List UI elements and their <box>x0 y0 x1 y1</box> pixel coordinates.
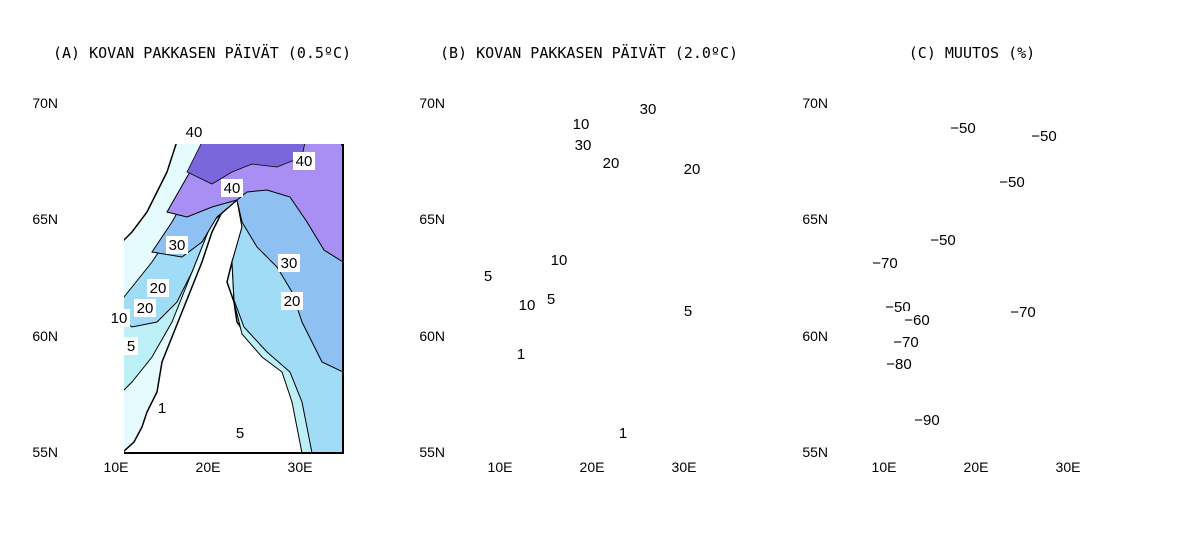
contour-label: 1 <box>619 425 627 442</box>
x-tick-label: 20E <box>964 459 989 475</box>
contour-label: 10 <box>519 297 536 314</box>
panel-a: (A) KOVAN PAKKASEN PÄIVÄT (0.5ºC) 40 40 … <box>32 43 351 475</box>
panel-c-title: (C) MUUTOS (%) <box>909 44 1035 62</box>
y-tick-label: 65N <box>802 211 828 227</box>
contour-label: 5 <box>127 338 135 355</box>
contour-label: −70 <box>893 334 918 351</box>
panel-b-title: (B) KOVAN PAKKASEN PÄIVÄT (2.0ºC) <box>440 43 738 62</box>
contour-label: 1 <box>517 346 525 363</box>
y-tick-label: 55N <box>419 444 445 460</box>
x-tick-label: 10E <box>488 459 513 475</box>
x-tick-label: 20E <box>196 459 221 475</box>
panel-a-axes: 70N 65N 60N 55N 10E 20E 30E <box>32 95 312 475</box>
contour-label: −50 <box>999 174 1024 191</box>
x-tick-label: 10E <box>104 459 129 475</box>
contour-label: 20 <box>284 293 301 310</box>
contour-label: 20 <box>603 155 620 172</box>
contour-label: 20 <box>150 280 167 297</box>
contour-label: 30 <box>169 237 186 254</box>
contour-label: 5 <box>484 268 492 285</box>
contour-label: −70 <box>1010 304 1035 321</box>
x-tick-label: 20E <box>580 459 605 475</box>
y-tick-label: 60N <box>32 328 58 344</box>
panel-c-contour-labels: −50 −50 −50 −50 −70 −50 −60 −70 −70 −80 … <box>868 119 1061 429</box>
contour-label: 40 <box>186 124 203 141</box>
contour-label: −50 <box>1031 128 1056 145</box>
contour-label: 1 <box>158 400 166 417</box>
x-tick-label: 10E <box>872 459 897 475</box>
y-tick-label: 70N <box>419 95 445 111</box>
contour-label: 30 <box>640 101 657 118</box>
contour-label: −80 <box>886 356 911 373</box>
contour-label: 5 <box>236 425 244 442</box>
x-tick-label: 30E <box>1056 459 1081 475</box>
panel-b-axes: 70N 65N 60N 55N 10E 20E 30E <box>419 95 696 475</box>
y-tick-label: 55N <box>32 444 58 460</box>
x-tick-label: 30E <box>288 459 313 475</box>
contour-label: −50 <box>950 120 975 137</box>
contour-label: 10 <box>551 252 568 269</box>
y-tick-label: 60N <box>419 328 445 344</box>
panel-c: (C) MUUTOS (%) −50 −50 −50 −50 −70 −50 −… <box>802 44 1080 475</box>
contour-label: 10 <box>573 116 590 133</box>
y-tick-label: 60N <box>802 328 828 344</box>
contour-label: 30 <box>281 255 298 272</box>
y-tick-label: 65N <box>32 211 58 227</box>
contour-label: 20 <box>684 161 701 178</box>
contour-label: −70 <box>872 255 897 272</box>
contour-label: 5 <box>684 303 692 320</box>
contour-label: −60 <box>904 312 929 329</box>
contour-label: −90 <box>914 412 939 429</box>
contour-label: 20 <box>137 300 154 317</box>
panel-c-axes: 70N 65N 60N 55N 10E 20E 30E <box>802 95 1080 475</box>
y-tick-label: 55N <box>802 444 828 460</box>
contour-label: 5 <box>547 291 555 308</box>
panel-a-contour-labels: 40 40 40 30 30 20 20 20 10 5 1 5 <box>108 123 315 442</box>
contour-label: 40 <box>296 153 313 170</box>
contour-label: −50 <box>930 232 955 249</box>
y-tick-label: 70N <box>32 95 58 111</box>
y-tick-label: 65N <box>419 211 445 227</box>
panel-b-contour-labels: 30 10 30 20 20 10 5 10 5 5 1 1 <box>481 100 703 442</box>
y-tick-label: 70N <box>802 95 828 111</box>
x-tick-label: 30E <box>672 459 697 475</box>
contour-label: 40 <box>224 180 241 197</box>
panel-b: (B) KOVAN PAKKASEN PÄIVÄT (2.0ºC) 30 10 … <box>419 43 738 475</box>
contour-label: 30 <box>575 137 592 154</box>
panel-a-title: (A) KOVAN PAKKASEN PÄIVÄT (0.5ºC) <box>53 43 351 62</box>
contour-label: 10 <box>111 310 128 327</box>
